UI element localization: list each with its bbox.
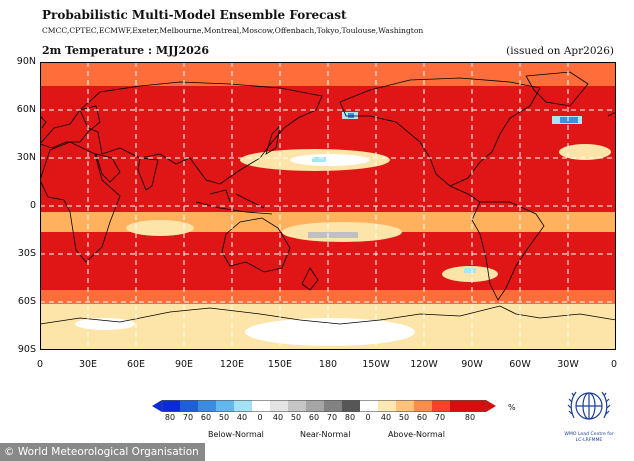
lat-label: 60N <box>16 104 36 115</box>
cb-tick: 60 <box>200 413 212 422</box>
colorbar-near-60 <box>306 400 324 412</box>
cb-tick: 70 <box>182 413 194 422</box>
colorbar-above-60 <box>414 400 432 412</box>
antarctic-white-patch <box>245 318 415 346</box>
lon-label: 180 <box>318 359 338 370</box>
pacific-north-core <box>290 154 370 166</box>
coast-south-america <box>471 201 545 301</box>
cb-tick: 40 <box>272 413 284 422</box>
pacific-light-blue-patch <box>312 157 326 162</box>
cb-tick: 50 <box>398 413 410 422</box>
coast-greenland <box>525 71 589 107</box>
coast-antarctica <box>40 305 616 325</box>
coast-australia <box>221 217 291 273</box>
cb-tick: 50 <box>290 413 302 422</box>
colorbar-near-80 <box>342 400 360 412</box>
cb-tick: 80 <box>164 413 176 422</box>
cb-tick: 60 <box>308 413 320 422</box>
coast-north-america <box>339 77 541 187</box>
cb-tick: 40 <box>380 413 392 422</box>
lon-label: 60W <box>509 359 531 370</box>
coast-india <box>137 157 159 191</box>
coast-arabia <box>95 153 121 183</box>
coast-central-america <box>449 185 481 203</box>
colorbar-below-70 <box>180 400 198 412</box>
graticule <box>40 62 616 350</box>
cb-tick: 0 <box>365 413 371 422</box>
colorbar-right-arrow <box>486 400 496 412</box>
near-normal-label: Near-Normal <box>300 430 351 439</box>
wmo-logo-line2: LC-LRFMME <box>575 438 603 443</box>
forecast-map <box>40 62 616 350</box>
cb-tick: 0 <box>257 413 263 422</box>
cb-tick: 70 <box>434 413 446 422</box>
wmo-emblem-icon <box>567 391 611 420</box>
model-list: CMCC,CPTEC,ECMWF,Exeter,Melbourne,Montre… <box>42 26 424 35</box>
lon-label: 120W <box>410 359 438 370</box>
lon-label: 60E <box>126 359 146 370</box>
probability-colorbar <box>152 400 496 412</box>
coast-asia <box>79 81 323 185</box>
lon-label: 90E <box>174 359 194 370</box>
cb-tick: 40 <box>236 413 248 422</box>
colorbar-above-80 <box>450 400 486 412</box>
colorbar-above-0 <box>360 400 378 412</box>
cb-tick: 60 <box>416 413 428 422</box>
colorbar-unit: % <box>508 403 516 412</box>
map-frame <box>40 62 616 350</box>
atlantic-north-patch <box>559 144 611 160</box>
lat-label: 0 <box>29 200 36 211</box>
lon-label: 30W <box>557 359 579 370</box>
lat-label: 90S <box>17 344 36 355</box>
lon-label: 150E <box>267 359 293 370</box>
coast-new-zealand <box>301 267 319 291</box>
colorbar-below-80 <box>162 400 180 412</box>
lon-label: 30E <box>78 359 98 370</box>
colorbar-below-50 <box>216 400 234 412</box>
south-pacific-light-blue-patch <box>464 268 476 273</box>
forecast-subtitle: 2m Temperature : MJJ2026 <box>42 44 210 57</box>
colorbar-below-40 <box>234 400 252 412</box>
cb-tick: 70 <box>326 413 338 422</box>
colorbar-left-arrow <box>152 400 162 412</box>
antarctic-west-patch <box>75 318 135 330</box>
lat-label: 60S <box>17 296 36 307</box>
page-title: Probabilistic Multi-Model Ensemble Forec… <box>42 8 347 22</box>
cb-tick: 80 <box>344 413 356 422</box>
below-normal-label: Below-Normal <box>208 430 264 439</box>
lon-label: 0 <box>610 359 618 370</box>
colorbar-above-40 <box>378 400 396 412</box>
lon-label: 150W <box>362 359 390 370</box>
colorbar-above-70 <box>432 400 450 412</box>
colorbar-near-50 <box>288 400 306 412</box>
lat-label: 30S <box>17 248 36 259</box>
cb-tick: 50 <box>218 413 230 422</box>
coast-japan <box>265 124 281 155</box>
wmo-logo-line1: WMO Lead Centre for <box>564 432 614 437</box>
near-normal-grey-patch <box>308 232 358 238</box>
coast-europe <box>40 105 101 149</box>
lon-label: 0 <box>36 359 44 370</box>
colorbar-outline <box>161 400 487 412</box>
indian-ocean-patch <box>126 220 194 236</box>
colorbar-near-0 <box>252 400 270 412</box>
colorbar-above-50 <box>396 400 414 412</box>
colorbar-near-40 <box>270 400 288 412</box>
above-normal-label: Above-Normal <box>388 430 445 439</box>
lon-label: 120E <box>219 359 245 370</box>
lat-label: 90N <box>16 56 36 67</box>
copyright-credit: © World Meteorological Organisation <box>0 443 205 461</box>
north-atlantic-blue-patch <box>560 117 578 123</box>
bering-blue-patch <box>348 113 354 118</box>
coast-uk <box>40 111 616 129</box>
colorbar-near-70 <box>324 400 342 412</box>
south-pacific-east-patch <box>442 266 498 282</box>
cb-tick: 80 <box>464 413 476 422</box>
colorbar-below-60 <box>198 400 216 412</box>
wmo-logo: WMO Lead Centre for LC-LRFMME <box>556 384 622 444</box>
issue-date: (issued on Apr2026) <box>506 45 614 57</box>
lat-label: 30N <box>16 152 36 163</box>
lon-label: 90W <box>461 359 483 370</box>
